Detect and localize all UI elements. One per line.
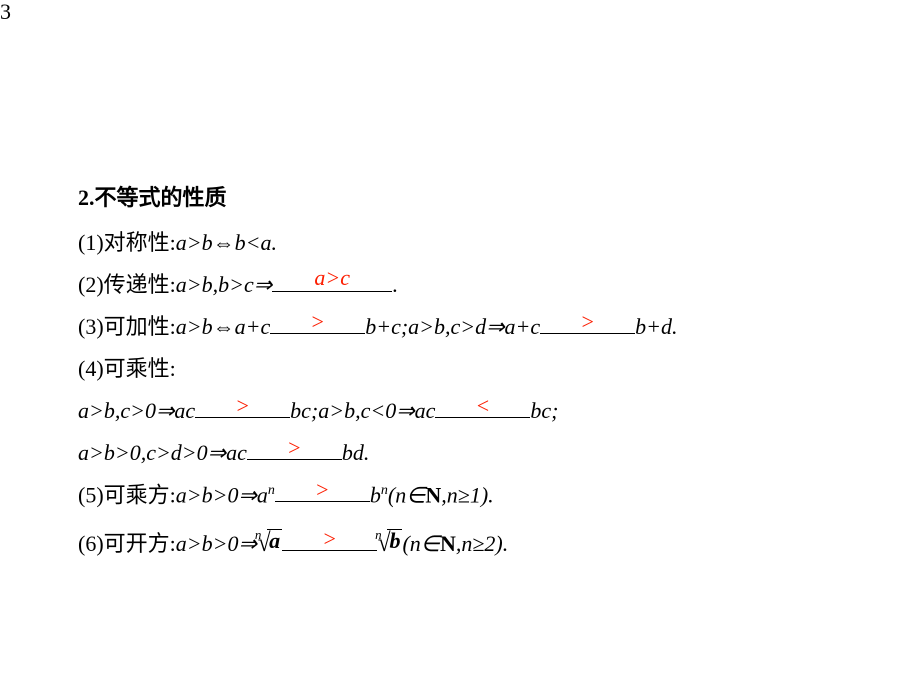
property-4a: a>b,c>0⇒ac>bc;a>b,c<0⇒ac<bc;: [78, 400, 878, 422]
math-1: a>b⇔b<a.: [176, 230, 277, 255]
blank-3b: >: [540, 333, 635, 334]
blank-2: a>c: [272, 291, 392, 292]
page-edge-mark: 3: [0, 0, 11, 24]
sup-7a: n: [268, 483, 275, 498]
math-5b: bc;a>b,c<0⇒ac: [290, 398, 435, 423]
set-N-7: N: [425, 482, 441, 507]
radical-a: n√a: [257, 530, 282, 556]
math-7d: ,n≥1).: [441, 482, 493, 507]
prefix-6: (6)可开方:: [78, 531, 176, 556]
blank-5a: >: [195, 417, 290, 418]
answer-6: >: [288, 437, 300, 459]
set-N-8: N: [440, 531, 456, 556]
blank-3a: >: [270, 333, 365, 334]
prefix-3: (3)可加性:: [78, 314, 176, 339]
blank-7: >: [275, 501, 370, 502]
math-2a: a>b,b>c⇒: [176, 272, 272, 297]
math-8b: (n∈: [402, 531, 440, 556]
radicand-b: b: [387, 529, 402, 552]
property-1: (1)对称性:a>b⇔b<a.: [78, 232, 878, 254]
answer-5a: >: [236, 395, 248, 417]
math-7a: a>b>0⇒a: [176, 482, 268, 507]
property-6: (6)可开方:a>b>0⇒n√a>n√b(n∈N,n≥2).: [78, 530, 878, 556]
prefix-2: (2)传递性:: [78, 272, 176, 297]
radicand-a: a: [267, 529, 282, 552]
answer-5b: <: [477, 395, 489, 417]
answer-3b: >: [581, 311, 593, 333]
answer-7: >: [316, 479, 328, 501]
blank-6: >: [247, 459, 342, 460]
math-5a: a>b,c>0⇒ac: [78, 398, 195, 423]
blank-8: >: [282, 550, 377, 551]
document-content: 2.不等式的性质 (1)对称性:a>b⇔b<a. (2)传递性:a>b,b>c⇒…: [78, 180, 878, 576]
math-5c: bc;: [530, 398, 558, 423]
answer-8: >: [323, 528, 335, 550]
answer-2: a>c: [314, 267, 350, 289]
prefix-1: (1)对称性:: [78, 230, 176, 255]
math-8c: ,n≥2).: [456, 531, 508, 556]
radical-b: n√b: [377, 530, 402, 556]
blank-5b: <: [435, 417, 530, 418]
math-7b: b: [370, 482, 381, 507]
math-7c: (n∈: [388, 482, 426, 507]
math-8a: a>b>0⇒: [176, 531, 257, 556]
math-3c: b+d.: [635, 314, 677, 339]
answer-3a: >: [312, 311, 324, 333]
prefix-5: (5)可乘方:: [78, 482, 176, 507]
property-5: (5)可乘方:a>b>0⇒an>bn(n∈N,n≥1).: [78, 484, 878, 506]
section-title: 2.不等式的性质: [78, 180, 878, 212]
property-4b: a>b>0,c>d>0⇒ac>bd.: [78, 442, 878, 464]
math-3a: a>b⇔a+c: [176, 314, 270, 339]
property-3: (3)可加性:a>b⇔a+c>b+c;a>b,c>d⇒a+c>b+d.: [78, 316, 878, 338]
property-4-header: (4)可乘性:: [78, 358, 878, 380]
tail-2: .: [392, 272, 398, 297]
math-3b: b+c;a>b,c>d⇒a+c: [365, 314, 540, 339]
prefix-4: (4)可乘性:: [78, 356, 176, 381]
sup-7b: n: [381, 483, 388, 498]
math-6b: bd.: [342, 440, 370, 465]
property-2: (2)传递性:a>b,b>c⇒a>c.: [78, 274, 878, 296]
math-6a: a>b>0,c>d>0⇒ac: [78, 440, 247, 465]
